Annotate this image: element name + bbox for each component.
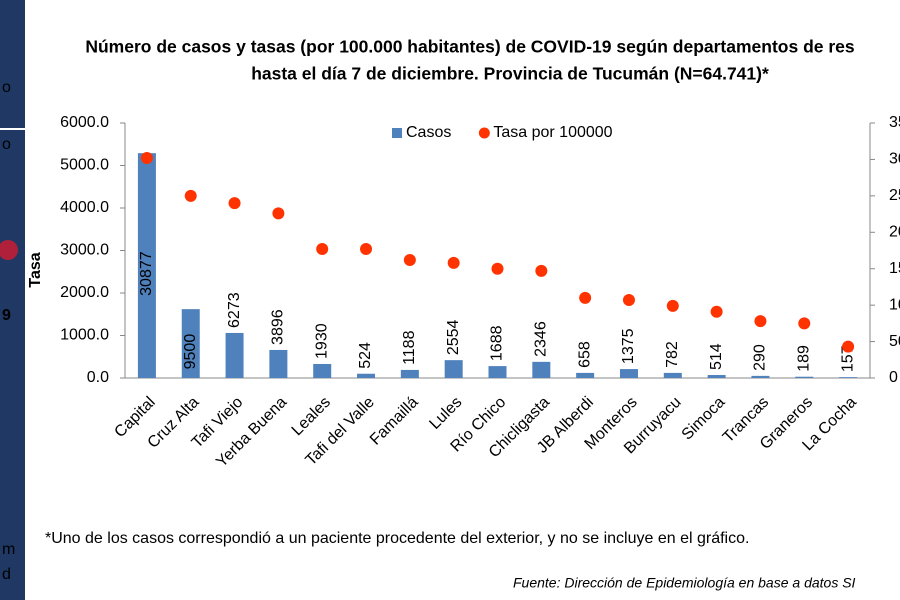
dot bbox=[272, 207, 285, 220]
bar bbox=[444, 360, 463, 378]
dot bbox=[360, 243, 373, 256]
bar-label: 782 bbox=[664, 341, 681, 368]
bar-label: 524 bbox=[357, 342, 374, 369]
y2-tick-label: 1000 bbox=[889, 296, 900, 313]
bar-label: 30877 bbox=[138, 251, 155, 296]
y-tick-label: 5000.0 bbox=[60, 157, 109, 174]
y-axis-title: Tasa bbox=[27, 252, 44, 287]
y-tick-label: 0.0 bbox=[87, 369, 109, 386]
bar-label: 658 bbox=[576, 341, 593, 368]
bar-label: 157 bbox=[839, 345, 856, 372]
dot bbox=[622, 294, 635, 307]
bar bbox=[619, 369, 638, 378]
sidebar bbox=[0, 0, 25, 600]
y2-tick-label: 2000 bbox=[889, 224, 900, 241]
y2-tick-label: 1500 bbox=[889, 260, 900, 277]
bar-label: 6273 bbox=[226, 292, 243, 328]
y-tick-label: 3000.0 bbox=[60, 242, 109, 259]
sidebar-fragment: o bbox=[2, 79, 11, 96]
dot bbox=[710, 305, 723, 318]
bar-label: 189 bbox=[795, 345, 812, 372]
chart-title: Número de casos y tasas (por 100.000 hab… bbox=[85, 37, 855, 57]
bar-label: 1188 bbox=[401, 330, 418, 365]
bar-label: 1375 bbox=[620, 328, 637, 364]
bar-label: 1688 bbox=[489, 325, 506, 361]
y-tick-label: 1000.0 bbox=[60, 327, 109, 344]
sidebar-icon bbox=[0, 240, 18, 260]
legend-label: Tasa por 100000 bbox=[493, 124, 612, 141]
bar-label: 9500 bbox=[182, 334, 199, 370]
bar-label: 1930 bbox=[313, 323, 330, 359]
y2-tick-label: 500 bbox=[889, 333, 900, 350]
bar-label: 2346 bbox=[533, 321, 550, 357]
y-tick-label: 2000.0 bbox=[60, 284, 109, 301]
y-tick-label: 6000.0 bbox=[60, 114, 109, 131]
bar bbox=[795, 376, 814, 378]
legend-swatch bbox=[478, 127, 490, 139]
y-tick-label: 4000.0 bbox=[60, 199, 109, 216]
dot bbox=[316, 243, 329, 256]
dot bbox=[754, 315, 767, 328]
bar bbox=[400, 369, 419, 378]
dot bbox=[798, 317, 811, 330]
bar bbox=[225, 332, 244, 378]
bar bbox=[488, 366, 507, 378]
bar-label: 2554 bbox=[445, 319, 462, 355]
bar-label: 514 bbox=[708, 343, 725, 370]
dot bbox=[447, 256, 460, 269]
bar-label: 290 bbox=[752, 344, 769, 371]
y2-tick-label: 0 bbox=[889, 369, 898, 386]
x-tick-label: Lules bbox=[426, 394, 465, 433]
sidebar-fragment: m bbox=[2, 541, 15, 558]
bar bbox=[357, 373, 376, 378]
chart-subtitle: hasta el día 7 de diciembre. Provincia d… bbox=[251, 64, 769, 84]
dot bbox=[579, 291, 592, 304]
bar bbox=[313, 363, 332, 378]
bar bbox=[663, 372, 682, 378]
bar bbox=[532, 361, 551, 378]
footnote: *Uno de los casos correspondió a un paci… bbox=[45, 530, 749, 547]
sidebar-fragment: d bbox=[2, 566, 11, 583]
dot bbox=[842, 340, 855, 353]
y2-tick-label: 3500 bbox=[889, 114, 900, 131]
dot bbox=[535, 264, 548, 277]
dot bbox=[403, 253, 416, 266]
legend-label: Casos bbox=[406, 124, 451, 141]
bar bbox=[576, 372, 595, 378]
bar bbox=[839, 377, 858, 378]
y2-tick-label: 2500 bbox=[889, 187, 900, 204]
legend-swatch bbox=[392, 128, 402, 138]
dot bbox=[184, 189, 197, 202]
dot bbox=[666, 299, 679, 312]
y2-tick-label: 3000 bbox=[889, 151, 900, 168]
bar bbox=[707, 375, 726, 378]
x-tick-label: Famaillá bbox=[367, 394, 422, 449]
dot bbox=[228, 197, 241, 210]
source: Fuente: Dirección de Epidemiología en ba… bbox=[513, 575, 856, 591]
bar bbox=[269, 349, 288, 378]
sidebar-fragment: 9 bbox=[2, 307, 11, 324]
dot bbox=[140, 151, 153, 164]
dot bbox=[491, 262, 504, 275]
bar bbox=[137, 153, 156, 378]
bar bbox=[751, 375, 770, 378]
bar bbox=[181, 309, 200, 378]
sidebar-fragment: o bbox=[2, 136, 11, 153]
bar-label: 3896 bbox=[270, 309, 287, 345]
